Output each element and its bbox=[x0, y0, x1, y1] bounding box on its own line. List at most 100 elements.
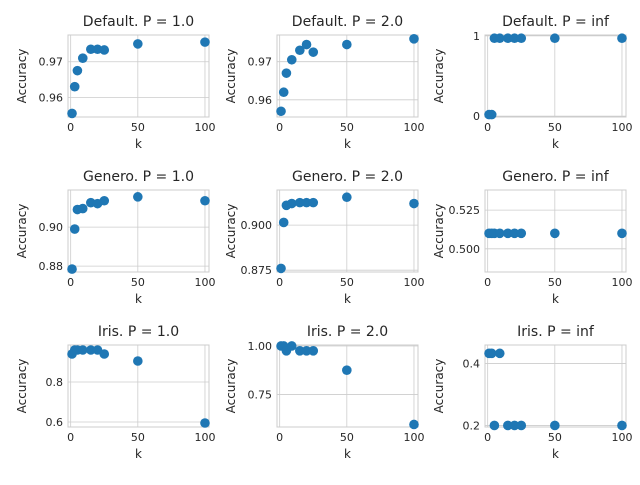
y-axis-label: Accuracy bbox=[432, 49, 446, 104]
data-point bbox=[509, 420, 520, 431]
data-point bbox=[409, 34, 419, 44]
y-tick-label: 1.00 bbox=[248, 340, 273, 353]
subplot-title: Default. P = 1.0 bbox=[83, 14, 194, 30]
x-tick-label: 50 bbox=[548, 121, 562, 134]
x-tick-label: 0 bbox=[276, 121, 283, 134]
data-point bbox=[516, 420, 527, 431]
data-point bbox=[69, 81, 80, 92]
x-tick-label: 100 bbox=[611, 431, 632, 444]
data-point bbox=[72, 65, 83, 76]
data-point bbox=[200, 418, 210, 428]
axes-frame bbox=[484, 344, 627, 428]
x-tick-label: 50 bbox=[340, 431, 354, 444]
subplot-8: 0 50 100 0.75 1.00 Iris. P = 2.0 k Accuracy bbox=[224, 324, 424, 461]
y-tick-label: 0.8 bbox=[46, 376, 64, 389]
x-tick-label: 100 bbox=[403, 121, 424, 134]
data-point bbox=[509, 33, 520, 44]
x-tick-label: 0 bbox=[67, 276, 74, 289]
x-tick-label: 50 bbox=[340, 276, 354, 289]
y-tick-label: 0.97 bbox=[248, 56, 273, 69]
x-axis-label: k bbox=[135, 447, 142, 461]
data-point bbox=[67, 264, 77, 274]
x-axis-label: k bbox=[552, 292, 559, 306]
data-point bbox=[133, 356, 143, 366]
data-point bbox=[301, 346, 312, 356]
data-point bbox=[278, 87, 289, 98]
x-axis-label: k bbox=[135, 137, 142, 151]
x-tick-label: 0 bbox=[67, 121, 74, 134]
y-axis-label: Accuracy bbox=[15, 359, 29, 414]
data-point bbox=[409, 419, 419, 430]
data-point bbox=[295, 346, 305, 356]
data-point bbox=[516, 33, 527, 44]
subplot-6: 0 50 100 0.500 0.525 Genero. P = inf k Accuracy bbox=[432, 169, 632, 306]
data-point bbox=[486, 109, 497, 120]
y-axis-label: Accuracy bbox=[15, 49, 29, 104]
y-tick-label: 0.97 bbox=[39, 56, 64, 69]
data-point bbox=[509, 228, 520, 239]
subplot-title: Default. P = inf bbox=[502, 14, 610, 30]
y-axis-label: Accuracy bbox=[224, 204, 238, 259]
y-tick-label: 0.875 bbox=[241, 264, 273, 277]
x-tick-label: 50 bbox=[548, 276, 562, 289]
x-tick-label: 100 bbox=[403, 276, 424, 289]
subplot-title: Default. P = 2.0 bbox=[292, 14, 403, 30]
subplot-9: 0 50 100 0.2 0.4 Iris. P = inf k Accuracy bbox=[432, 324, 632, 461]
axes-frame bbox=[484, 34, 627, 118]
x-tick-label: 0 bbox=[67, 431, 74, 444]
x-tick-label: 50 bbox=[131, 431, 145, 444]
data-point bbox=[494, 228, 505, 239]
axes-frame bbox=[276, 189, 419, 273]
subplot-2: 0 50 100 0.96 0.97 Default. P = 2.0 k Accuracy bbox=[224, 14, 424, 151]
y-axis-label: Accuracy bbox=[224, 49, 238, 104]
data-point bbox=[617, 228, 627, 239]
subplot-title: Iris. P = 1.0 bbox=[98, 324, 179, 340]
y-tick-label: 0.75 bbox=[248, 388, 273, 401]
x-tick-label: 0 bbox=[276, 431, 283, 444]
x-tick-label: 50 bbox=[548, 431, 562, 444]
x-axis-label: k bbox=[344, 137, 351, 151]
x-tick-label: 50 bbox=[340, 121, 354, 134]
data-point bbox=[550, 420, 560, 431]
x-tick-label: 0 bbox=[484, 431, 491, 444]
data-point bbox=[77, 203, 88, 214]
data-point bbox=[86, 44, 96, 55]
x-tick-label: 0 bbox=[484, 276, 491, 289]
axes-frame bbox=[67, 189, 210, 273]
y-axis-label: Accuracy bbox=[15, 204, 29, 259]
data-point bbox=[342, 39, 352, 50]
subplot-1: 0 50 100 0.96 0.97 Default. P = 1.0 k Accuracy bbox=[15, 14, 215, 151]
data-point bbox=[503, 228, 513, 239]
data-point bbox=[494, 33, 505, 44]
subplot-title: Genero. P = 2.0 bbox=[292, 169, 403, 185]
x-tick-label: 0 bbox=[276, 276, 283, 289]
data-point bbox=[342, 365, 352, 376]
subplot-title: Iris. P = inf bbox=[517, 324, 595, 340]
data-point bbox=[503, 33, 513, 44]
y-tick-label: 0.88 bbox=[39, 260, 64, 273]
x-tick-label: 50 bbox=[131, 121, 145, 134]
x-axis-label: k bbox=[135, 292, 142, 306]
data-point bbox=[99, 195, 110, 206]
data-point bbox=[281, 68, 292, 78]
x-tick-label: 100 bbox=[611, 276, 632, 289]
data-point bbox=[99, 349, 110, 359]
x-axis-label: k bbox=[552, 137, 559, 151]
y-tick-label: 1 bbox=[473, 30, 480, 43]
data-point bbox=[486, 348, 497, 359]
data-point bbox=[301, 197, 312, 208]
x-tick-label: 100 bbox=[194, 276, 215, 289]
data-point bbox=[617, 420, 627, 431]
data-point bbox=[99, 45, 110, 55]
x-tick-label: 0 bbox=[484, 121, 491, 134]
axes-frame bbox=[67, 34, 210, 118]
data-point bbox=[516, 228, 527, 239]
data-point bbox=[278, 217, 289, 228]
y-tick-label: 0.500 bbox=[449, 243, 481, 256]
x-axis-label: k bbox=[552, 447, 559, 461]
y-tick-label: 0.900 bbox=[241, 219, 273, 232]
data-point bbox=[308, 47, 319, 57]
data-point bbox=[295, 197, 305, 208]
x-axis-label: k bbox=[344, 447, 351, 461]
